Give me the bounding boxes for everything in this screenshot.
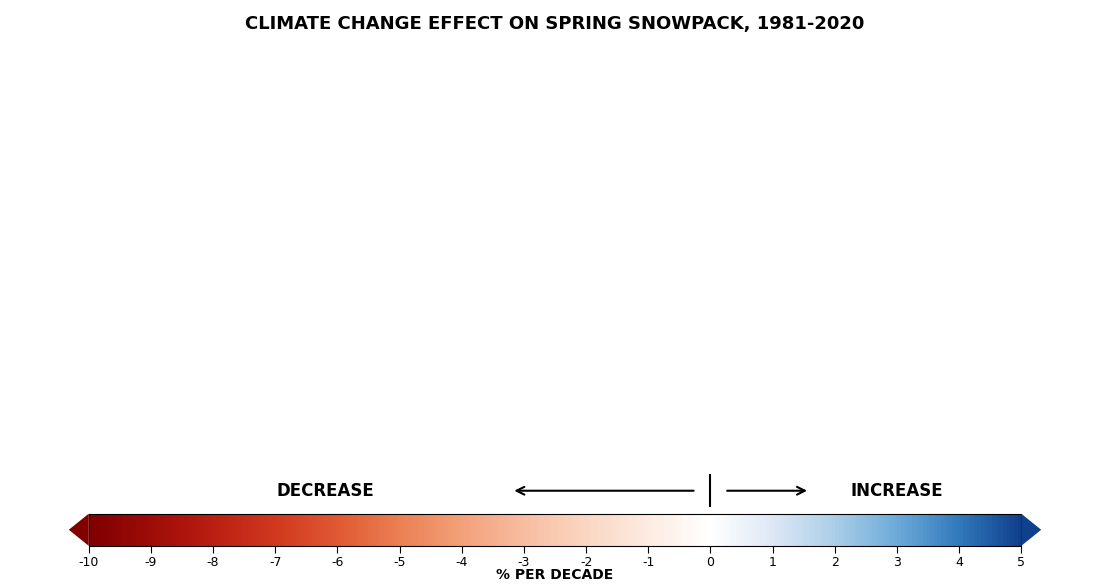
Text: CLIMATE CHANGE EFFECT ON SPRING SNOWPACK, 1981-2020: CLIMATE CHANGE EFFECT ON SPRING SNOWPACK… — [245, 15, 865, 33]
Text: % PER DECADE: % PER DECADE — [496, 568, 614, 582]
Text: INCREASE: INCREASE — [850, 482, 944, 500]
Text: DECREASE: DECREASE — [276, 482, 374, 500]
